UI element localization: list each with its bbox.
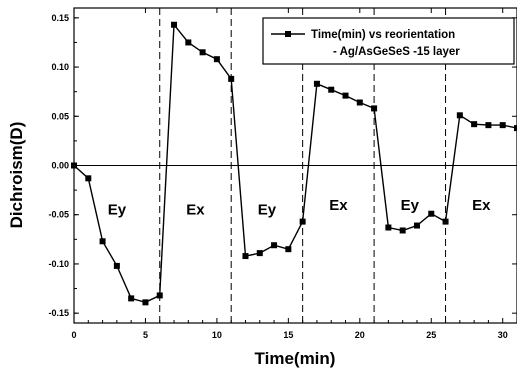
x-tick-label: 30 [498, 330, 508, 340]
data-point [256, 250, 263, 257]
data-point [342, 92, 349, 99]
y-axis-title: Dichroism(D) [7, 122, 26, 229]
data-point [99, 238, 106, 245]
data-point [456, 112, 463, 119]
data-point [228, 75, 235, 82]
dividers-group [159, 8, 447, 323]
data-point [356, 99, 363, 106]
y-tick-label: 0.15 [51, 13, 69, 23]
data-point [285, 246, 292, 253]
data-point [213, 56, 220, 63]
y-tick-label: -0.10 [48, 259, 69, 269]
region-label: Ey [401, 197, 420, 214]
x-tick-label: 0 [71, 330, 76, 340]
region-label: Ex [472, 197, 491, 214]
region-labels-group: Ey Ex Ey Ex Ey Ex [108, 197, 491, 219]
data-point [85, 175, 92, 182]
legend-box [262, 17, 515, 65]
data-point [113, 262, 120, 269]
legend-text-line1: Time(min) vs reorientation [311, 29, 455, 41]
region-label: Ex [329, 197, 348, 214]
x-tick-label: 10 [212, 330, 222, 340]
data-point [156, 292, 163, 299]
data-point [185, 39, 192, 46]
data-point [428, 210, 435, 217]
data-point [142, 299, 149, 306]
x-tick-label: 15 [283, 330, 293, 340]
legend-text-line2: - Ag/AsGeSeS -15 layer [333, 46, 460, 58]
data-point [171, 21, 178, 28]
data-point [471, 121, 478, 128]
data-point [242, 253, 249, 260]
data-point [485, 122, 492, 129]
data-point [399, 227, 406, 234]
data-point [271, 242, 278, 249]
region-label: Ey [108, 202, 127, 219]
region-label: Ey [258, 202, 277, 219]
series-line [73, 22, 517, 304]
x-tick-label: 5 [143, 330, 148, 340]
data-point [199, 49, 206, 56]
data-point [442, 218, 449, 225]
ticks-group: -0.15 -0.10 -0.05 0.00 0.05 0.10 0.15 0 5 10 15 20 2… [48, 8, 517, 340]
x-axis-title: Time(min) [255, 349, 336, 368]
data-point [499, 122, 506, 129]
data-point [328, 86, 335, 93]
data-point [299, 218, 306, 225]
y-tick-label: 0.10 [51, 62, 69, 72]
x-tick-label: 20 [355, 330, 365, 340]
legend-marker [285, 31, 291, 37]
data-point [371, 105, 378, 112]
data-point [385, 224, 392, 231]
y-tick-label: 0.05 [51, 111, 69, 121]
region-label: Ex [186, 202, 205, 219]
data-point [514, 125, 517, 132]
y-tick-label: 0.00 [51, 161, 69, 171]
x-tick-label: 25 [426, 330, 436, 340]
legend: Time(min) vs reorientation - Ag/AsGeSeS -… [262, 17, 515, 65]
y-tick-label: -0.15 [48, 308, 69, 318]
series-group [71, 21, 517, 306]
data-point [413, 222, 420, 229]
data-point [128, 295, 135, 302]
data-point [313, 80, 320, 87]
y-tick-label: -0.05 [48, 210, 69, 220]
